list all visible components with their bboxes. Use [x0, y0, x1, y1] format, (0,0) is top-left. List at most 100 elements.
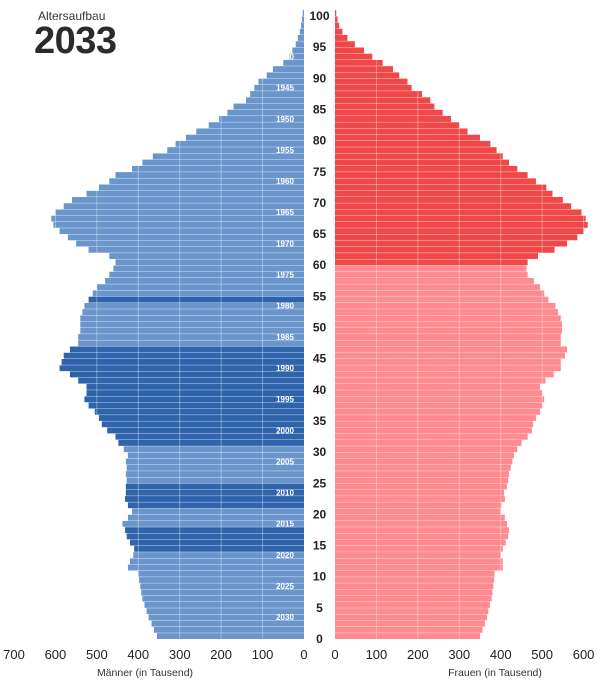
- female-bar-age-93: [335, 53, 373, 60]
- male-bar-age-79: [175, 140, 304, 147]
- male-bar-age-27: [126, 464, 304, 471]
- female-bar-age-92: [335, 59, 383, 66]
- male-bar-age-39: [86, 390, 304, 397]
- male-bar-age-88: [254, 84, 304, 91]
- female-bar-age-20: [335, 508, 501, 515]
- female-bar-age-47: [335, 340, 561, 347]
- male-bar-age-42: [69, 371, 305, 378]
- female-bar-age-79: [335, 140, 491, 147]
- female-bar-age-41: [335, 377, 546, 384]
- age-tick-label: 15: [313, 539, 327, 553]
- male-x-tick-label: 600: [45, 647, 67, 662]
- age-tick-label: 40: [313, 383, 327, 397]
- age-tick-label: 5: [316, 601, 323, 615]
- female-bar-age-52: [335, 309, 558, 316]
- female-bar-age-25: [335, 477, 509, 484]
- male-bar-age-85: [233, 103, 304, 110]
- male-bar-age-46: [69, 346, 305, 353]
- female-bar-age-75: [335, 165, 518, 172]
- female-bar-age-74: [335, 172, 528, 178]
- male-x-tick-label: 500: [86, 647, 108, 662]
- female-bar-age-50: [335, 321, 563, 328]
- female-bar-age-94: [335, 47, 364, 54]
- male-bar-age-28: [125, 458, 304, 465]
- female-bar-age-21: [335, 502, 502, 509]
- age-tick-label: 20: [313, 507, 327, 521]
- male-bar-age-57: [105, 278, 304, 284]
- female-bar-age-58: [335, 271, 528, 278]
- male-bar-age-1: [154, 626, 304, 633]
- female-bar-age-29: [335, 452, 514, 459]
- female-bar-age-99: [335, 16, 338, 23]
- male-bar-age-3: [148, 614, 304, 621]
- male-bar-age-12: [130, 558, 304, 565]
- female-bar-age-39: [335, 390, 543, 397]
- male-bar-age-10: [138, 570, 304, 577]
- male-bar-age-11: [127, 564, 305, 571]
- female-bar-age-40: [335, 383, 541, 390]
- chart-year-title: 2033: [34, 20, 117, 62]
- female-bar-age-6: [335, 595, 492, 602]
- female-bar-age-80: [335, 134, 480, 141]
- female-bar-age-88: [335, 84, 412, 91]
- female-bar-age-22: [335, 496, 505, 502]
- male-bar-age-55: [92, 290, 305, 297]
- female-bar-age-5: [335, 601, 490, 608]
- female-bar-age-91: [335, 66, 393, 73]
- male-bar-age-73: [109, 178, 304, 185]
- female-bar-age-84: [335, 109, 443, 116]
- female-bar-age-42: [335, 371, 554, 378]
- male-bar-age-75: [132, 165, 304, 172]
- female-bar-age-7: [335, 589, 493, 596]
- female-bar-age-55: [335, 290, 545, 297]
- male-bar-age-23: [125, 489, 304, 496]
- male-bar-age-35: [98, 415, 305, 421]
- male-bar-age-48: [78, 334, 305, 340]
- age-tick-label: 75: [313, 165, 327, 179]
- female-bar-age-37: [335, 402, 543, 409]
- male-bar-age-38: [84, 396, 305, 403]
- female-bar-age-95: [335, 41, 355, 48]
- male-bar-age-95: [295, 41, 304, 48]
- age-tick-label: 85: [313, 102, 327, 116]
- male-bar-age-22: [125, 496, 304, 502]
- birth-year-label: 1995: [276, 395, 294, 404]
- female-bar-age-4: [335, 608, 489, 615]
- male-bar-age-63: [76, 240, 304, 247]
- male-bar-age-90: [266, 72, 304, 79]
- male-bar-age-72: [98, 184, 305, 191]
- female-bar-age-54: [335, 296, 549, 303]
- male-bar-age-59: [113, 265, 305, 272]
- male-bar-age-81: [196, 128, 304, 135]
- female-bar-age-15: [335, 539, 506, 546]
- female-bar-age-24: [335, 483, 507, 490]
- male-bar-age-45: [63, 352, 305, 359]
- male-bar-age-65: [59, 228, 304, 235]
- male-bar-age-7: [141, 589, 304, 596]
- female-bar-age-9: [335, 577, 495, 583]
- male-bar-age-30: [123, 446, 304, 453]
- male-bar-age-49: [80, 327, 304, 334]
- male-bar-age-94: [292, 47, 304, 54]
- male-bar-age-13: [133, 552, 304, 559]
- female-bar-age-85: [335, 103, 435, 110]
- female-bar-age-63: [335, 240, 567, 247]
- male-bar-age-76: [142, 159, 304, 166]
- birth-year-label: 1940: [276, 52, 294, 61]
- birth-year-label: 1945: [276, 84, 294, 93]
- birth-year-label: 2010: [276, 489, 294, 498]
- female-bar-age-90: [335, 72, 400, 79]
- male-bar-age-18: [122, 520, 304, 527]
- female-bar-age-60: [335, 259, 528, 266]
- chart-subtitle: Altersaufbau: [38, 9, 106, 23]
- female-bar-age-38: [335, 396, 545, 403]
- male-bar-age-19: [127, 514, 305, 521]
- male-bar-age-91: [272, 66, 304, 73]
- male-axis-title: Männer (in Tausend): [97, 667, 193, 679]
- female-x-tick-label: 300: [448, 647, 470, 662]
- female-bar-age-96: [335, 35, 348, 41]
- female-bar-age-73: [335, 178, 536, 185]
- male-bar-age-50: [80, 321, 304, 328]
- birth-year-label: 1985: [276, 333, 294, 342]
